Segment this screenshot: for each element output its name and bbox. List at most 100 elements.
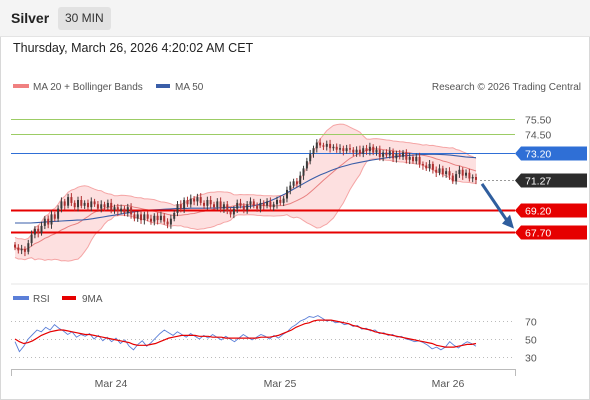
instrument-title: Silver (11, 10, 50, 26)
level-tag-67.70 (515, 225, 587, 240)
candle-body (345, 148, 348, 152)
legend-label-bollinger: MA 20 + Bollinger Bands (33, 82, 143, 93)
candle-body (77, 200, 79, 208)
candle-body (130, 207, 133, 215)
candle-body (259, 202, 262, 209)
candle-body (87, 202, 89, 208)
candle-body (23, 248, 26, 252)
candle-body (249, 201, 252, 205)
candle-body (73, 202, 76, 208)
candle-body (375, 149, 378, 153)
candle-body (199, 197, 202, 203)
candle-body (425, 165, 428, 169)
x-tick-label: Mar 25 (264, 378, 297, 390)
candle-body (37, 228, 40, 234)
candle-body (123, 208, 126, 213)
candle-body (458, 169, 461, 175)
candle-body (246, 204, 249, 211)
candle-body (176, 204, 179, 213)
candle-body (279, 200, 282, 203)
ma20-line (14, 148, 477, 251)
candle-body (252, 201, 255, 206)
copyright-text: Research © 2026 Trading Central (432, 82, 581, 93)
candle-body (50, 214, 53, 225)
candle-body (43, 218, 46, 226)
legend-label-ma50: MA 50 (175, 82, 204, 93)
candle-body (229, 211, 232, 215)
candle-body (20, 248, 23, 251)
x-axis: Mar 24 Mar 25 Mar 26 (11, 369, 516, 390)
candle-body (189, 198, 192, 205)
interval-button[interactable]: 30 MIN (58, 7, 111, 30)
level-label-75.50: 75.50 (525, 115, 551, 127)
candle-body (159, 215, 162, 221)
candle-body (305, 161, 308, 169)
candle-body (126, 207, 129, 213)
candle-body (17, 247, 20, 251)
rsi-plot: 70 50 30 (11, 315, 537, 365)
candle-body (40, 225, 43, 234)
candle-body (461, 169, 464, 176)
bollinger-upper-line (14, 123, 477, 241)
candle-body (312, 148, 315, 154)
candle-body (408, 156, 411, 160)
candle-body (402, 152, 404, 157)
candle-body (143, 214, 146, 221)
legend-swatch-bollinger (13, 84, 29, 88)
bollinger-band-fill (15, 124, 476, 262)
candle-body (329, 143, 332, 149)
candle-body (415, 156, 418, 162)
candle-body (80, 200, 83, 206)
candle-body (342, 148, 345, 152)
x-tick-label: Mar 26 (432, 378, 465, 390)
candle-body (335, 146, 338, 150)
candle-body (209, 200, 212, 205)
candle-body (309, 154, 312, 162)
x-tick-label: Mar 24 (95, 378, 128, 390)
candle-body (14, 244, 16, 248)
candle-body (372, 146, 375, 153)
candle-body (90, 201, 93, 208)
candle-body (339, 148, 341, 150)
candle-body (276, 200, 278, 205)
level-tag-73.20 (515, 146, 587, 161)
candle-body (368, 146, 371, 152)
rsi-tick-50: 50 (525, 335, 537, 347)
current-price-text: 71.27 (525, 176, 551, 188)
candle-body (358, 149, 361, 154)
candle-body (183, 200, 186, 209)
candle-body (256, 205, 259, 209)
candle-body (226, 204, 229, 212)
rsi-series-rsi (14, 315, 477, 353)
candle-body (30, 234, 33, 244)
candle-body (150, 218, 152, 222)
candle-body (405, 152, 408, 160)
candle-body (378, 149, 381, 157)
candle-body (355, 149, 358, 153)
candle-body (173, 213, 176, 219)
candle-body (67, 197, 70, 206)
candle-body (266, 201, 269, 206)
candle-body (295, 181, 298, 185)
candle-body (388, 151, 391, 156)
candle-body (352, 149, 355, 153)
candle-body (100, 204, 103, 209)
candle-body (392, 151, 395, 159)
candle-body (222, 204, 225, 209)
level-label-74.50: 74.50 (525, 130, 551, 142)
candle-body (186, 200, 189, 205)
candle-body (213, 204, 215, 208)
candle-body (133, 214, 136, 219)
candle-body (468, 172, 471, 179)
candle-body (106, 202, 109, 208)
candle-body (299, 175, 302, 185)
legend-label-9ma: 9MA (82, 294, 103, 305)
timestamp: Thursday, March 26, 2026 4:20:02 AM CET (13, 41, 254, 55)
level-tag-text-69.20: 69.20 (525, 206, 551, 218)
candle-body (319, 142, 322, 146)
candle-body (27, 243, 30, 252)
candle-body (421, 164, 424, 166)
candle-body (153, 215, 156, 222)
candle-body (262, 202, 265, 206)
